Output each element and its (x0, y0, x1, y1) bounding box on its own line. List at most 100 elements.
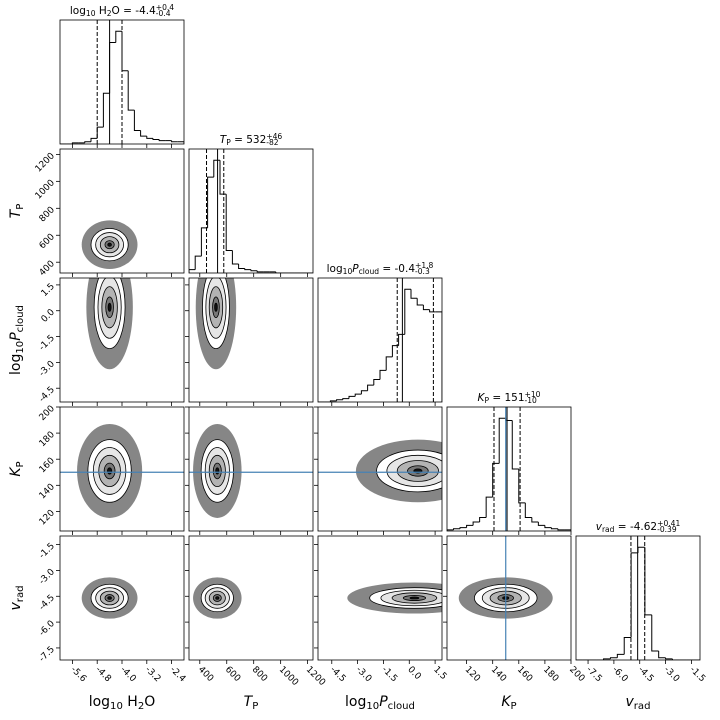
x-tick-label: -4.8 (93, 665, 113, 685)
density-contour (214, 302, 218, 312)
plot-area (195, 278, 237, 370)
x-tick-label: 120 (463, 665, 482, 684)
subscript: rad (634, 701, 651, 712)
plot-area (189, 423, 313, 518)
x-axis-label: vrad (625, 694, 650, 712)
x-tick-label: -5.6 (69, 665, 89, 685)
plot-area (81, 220, 138, 269)
histogram-step (354, 393, 362, 397)
histogram-step (435, 311, 442, 402)
subscript: -0.3 (415, 267, 430, 276)
density-contour (215, 467, 220, 475)
subscript: P (484, 396, 489, 405)
histogram-step (616, 653, 625, 658)
subscript: cloud (359, 267, 380, 276)
histogram-step (189, 269, 196, 273)
text-part: = 151 (489, 392, 525, 404)
panel: -4.5 -3.0 -1.5 0.0 1.5 (37, 277, 185, 406)
subscript: 10 (343, 267, 353, 276)
histogram-step (557, 528, 565, 531)
histogram-step (466, 524, 474, 528)
histogram-step (238, 263, 245, 269)
plot-area (576, 536, 700, 660)
panel-title: TP = 532+46 -82 (220, 132, 283, 147)
text-part: v (625, 694, 634, 710)
text-part: P (8, 332, 24, 341)
subscript: P (15, 461, 26, 467)
text-part: T (8, 208, 24, 218)
plot-area (60, 20, 184, 144)
histogram-step (537, 521, 545, 526)
density-contour (107, 242, 112, 247)
text-part: log (89, 694, 110, 710)
panel-title: vrad = -4.62+0.41 -0.39 (596, 519, 681, 534)
y-axis-label: TP (8, 204, 26, 219)
histogram-step (550, 527, 558, 530)
panel-frame (317, 406, 443, 532)
panel: TP = 532+46 -82 (188, 132, 314, 277)
superscript: +0.41 (657, 519, 680, 528)
histogram-step (544, 525, 552, 529)
histogram-step (207, 176, 214, 228)
panel-frame (446, 535, 572, 661)
text-part: K (8, 466, 24, 477)
subscript: cloud (388, 701, 415, 712)
text-part: log (345, 694, 366, 710)
x-tick-label: -6.0 (610, 665, 630, 685)
y-tick-label: 0.0 (40, 307, 57, 324)
x-tick-label: 800 (250, 665, 269, 684)
histogram-step (96, 126, 104, 139)
x-tick-label: 400 (196, 665, 215, 684)
subscript: rad (15, 585, 26, 602)
x-axis-label: log10Pcloud (345, 694, 415, 712)
panel-frame (188, 277, 314, 403)
histogram-step (225, 194, 233, 251)
subscript: 10 (86, 9, 96, 18)
y-tick-label: -1.5 (37, 333, 56, 352)
panel-frame (188, 148, 314, 274)
y-tick-label: 180 (38, 430, 57, 449)
density-contour (215, 596, 220, 600)
subscript: P (226, 138, 231, 147)
plot-area (81, 577, 138, 619)
x-tick-label: -3.2 (143, 665, 162, 684)
y-tick-label: 800 (38, 205, 57, 224)
histogram-step (404, 288, 411, 335)
histogram-step (90, 137, 98, 142)
subscript: -0.39 (657, 525, 677, 534)
plot-area (318, 439, 442, 503)
x-tick-label: -3.0 (354, 665, 374, 685)
histogram-step (391, 345, 399, 357)
histogram-step (518, 469, 526, 504)
subscript: 10 (15, 341, 26, 354)
histogram-step (115, 30, 122, 43)
histogram-step (177, 141, 184, 144)
histogram-step (524, 502, 532, 518)
panel: -4.5 -3.0 -1.5 0.0 1.5 (314, 535, 448, 685)
histogram-step (342, 398, 349, 400)
y-tick-label: 160 (38, 456, 57, 475)
histogram-step (644, 547, 652, 616)
x-tick-label: -7.5 (584, 665, 603, 684)
x-tick-label: 160 (515, 665, 534, 684)
histogram-step (219, 160, 227, 195)
histogram-step (665, 657, 673, 660)
x-tick-label: 0.0 (405, 665, 422, 682)
text-part: K (478, 392, 486, 404)
histogram-step (453, 528, 461, 530)
histogram-step (250, 269, 258, 272)
histogram-step (651, 614, 659, 652)
histogram-step (422, 305, 430, 311)
density-contour (107, 467, 113, 475)
histogram-step (623, 636, 632, 655)
histogram-step (200, 227, 208, 257)
histogram-step (127, 70, 135, 111)
x-tick-label: 180 (541, 665, 560, 684)
histogram-step (485, 496, 493, 518)
text-part: v (8, 602, 24, 611)
panel-frame (575, 535, 701, 661)
histogram-step (152, 138, 160, 140)
y-tick-label: 400 (38, 259, 57, 278)
